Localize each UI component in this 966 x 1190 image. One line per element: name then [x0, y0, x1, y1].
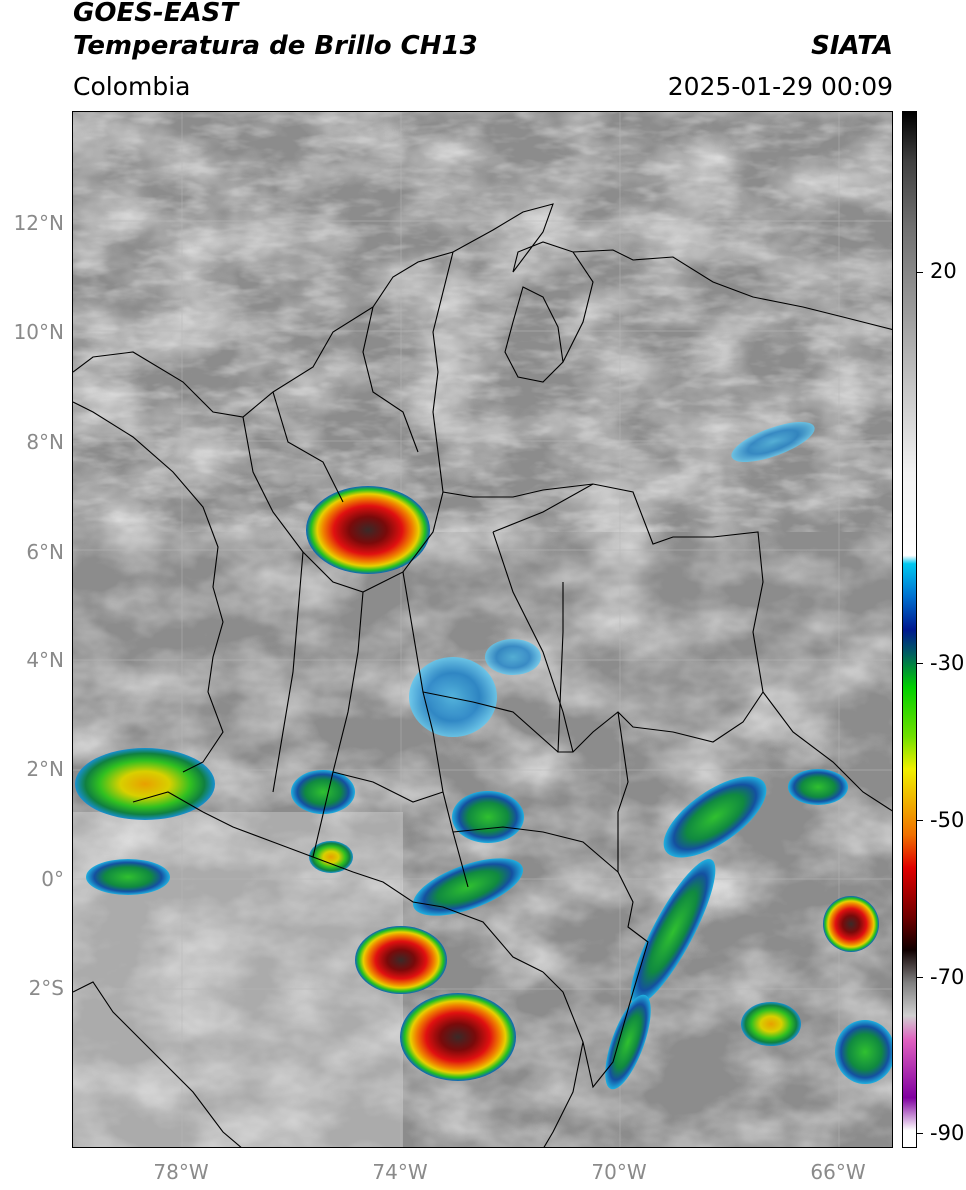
- brazil-peru-1: [543, 1041, 584, 1147]
- lon-tick-78w: 78°W: [153, 1160, 209, 1184]
- satellite-map: [72, 111, 893, 1148]
- colorbar-tick-mark-20: [917, 272, 923, 273]
- pacific-coast: [73, 401, 224, 773]
- storm-cell-antioquia: [306, 486, 430, 574]
- lat-tick-2n: 2°N: [26, 757, 64, 781]
- storm-cell-cyan-1: [409, 657, 497, 737]
- storm-cell-putumayo: [309, 841, 353, 873]
- source-label: SIATA: [811, 31, 893, 61]
- colorbar-tick-minus30: -30: [930, 651, 965, 675]
- internal-7: [422, 691, 559, 753]
- storm-cell-cyan-3: [731, 422, 815, 462]
- internal-11: [562, 251, 594, 363]
- lon-tick-70w: 70°W: [591, 1160, 647, 1184]
- brazil-venezuela-1: [762, 691, 892, 812]
- lat-tick-4n: 4°N: [26, 648, 64, 672]
- lat-tick-12n: 12°N: [13, 211, 64, 235]
- storm-cell-amazonas-north: [355, 926, 447, 994]
- storm-cell-ecuador: [86, 859, 170, 895]
- lat-tick-8n: 8°N: [26, 430, 64, 454]
- region-label: Colombia: [73, 72, 191, 101]
- colorbar-tick-minus70: -70: [930, 965, 965, 989]
- timestamp-label: 2025-01-29 00:09: [667, 72, 893, 101]
- internal-4: [312, 591, 364, 858]
- colorbar-tick-mark-minus30: [917, 663, 923, 664]
- internal-1: [242, 416, 444, 593]
- lat-tick-6n: 6°N: [26, 540, 64, 564]
- colorbar-tick-mark-minus50: [917, 820, 923, 821]
- storm-cell-far-southeast: [835, 1020, 892, 1084]
- title-line-1: GOES-EAST: [73, 0, 239, 28]
- internal-8: [332, 771, 444, 803]
- storm-cell-vaupes: [452, 791, 524, 843]
- internal-6: [492, 531, 574, 753]
- boundaries: [73, 203, 892, 1147]
- storm-band-east-3: [605, 994, 651, 1090]
- internal-10: [492, 483, 594, 533]
- lat-tick-10n: 10°N: [13, 320, 64, 344]
- internal-12: [362, 306, 419, 453]
- storm-cell-pacific: [75, 748, 215, 820]
- storm-cell-meta: [291, 770, 355, 814]
- internal-2: [272, 391, 344, 503]
- colorbar-tick-minus50: -50: [930, 808, 965, 832]
- colorbar-tick-minus90: -90: [930, 1121, 965, 1145]
- storm-cell-east-2: [788, 769, 848, 805]
- colorbar-tick-mark-minus70: [917, 977, 923, 978]
- lon-tick-74w: 74°W: [372, 1160, 428, 1184]
- storm-cell-amazonas-south: [400, 993, 516, 1081]
- colombia-peru-border: [202, 811, 544, 973]
- colorbar-tick-mark-minus90: [917, 1133, 923, 1134]
- lat-tick-0: 0°: [41, 867, 64, 891]
- coastline-caribbean: [73, 203, 892, 418]
- storm-cell-east-edge: [823, 896, 879, 952]
- internal-3: [272, 551, 304, 793]
- storm-band-east-1: [663, 776, 767, 858]
- storm-cell-southeast: [741, 1002, 801, 1046]
- colorbar: [902, 111, 917, 1148]
- internal-9: [452, 826, 619, 873]
- colombia-ecuador-border: [132, 791, 204, 813]
- storm-band-east-2: [630, 858, 716, 1006]
- peru-coast: [73, 981, 242, 1147]
- lake-maracaibo: [504, 286, 564, 383]
- map-canvas: [73, 112, 892, 1147]
- lat-tick-2s: 2°S: [28, 976, 64, 1000]
- lon-tick-66w: 66°W: [810, 1160, 866, 1184]
- storm-cell-cyan-2: [485, 639, 541, 675]
- title-line-2: Temperatura de Brillo CH13: [73, 31, 478, 61]
- colombia-venezuela-border: [432, 251, 764, 753]
- colorbar-tick-20: 20: [930, 259, 957, 283]
